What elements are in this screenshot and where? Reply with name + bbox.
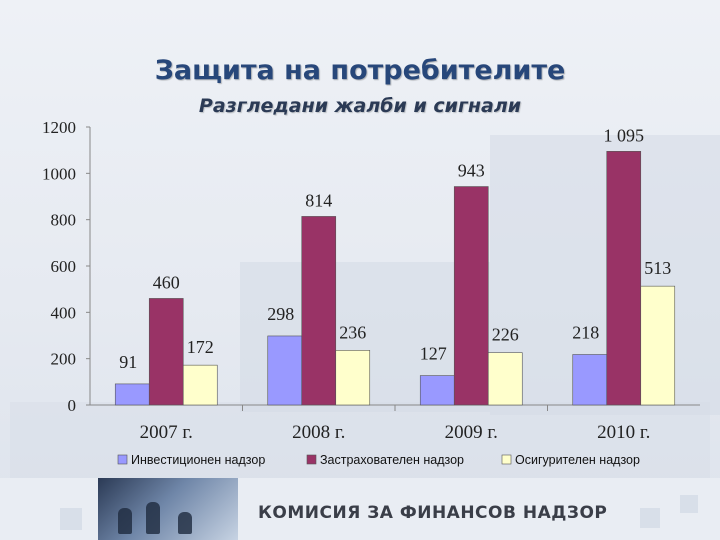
data-label: 236 xyxy=(339,322,366,342)
bar xyxy=(640,285,676,406)
data-label: 513 xyxy=(644,258,671,278)
bar xyxy=(267,335,303,406)
person-silhouette xyxy=(178,512,192,534)
legend-swatch xyxy=(501,454,512,465)
y-tick-label: 600 xyxy=(51,257,77,276)
y-tick-label: 0 xyxy=(68,396,77,415)
brand-name: КОМИСИЯ ЗА ФИНАНСОВ НАДЗОР xyxy=(258,503,608,523)
data-label: 226 xyxy=(492,325,519,345)
data-label: 1 095 xyxy=(604,125,645,145)
person-silhouette xyxy=(118,508,132,534)
chart-subtitle: Разгледани жалби и сигнали xyxy=(198,95,522,117)
data-label: 943 xyxy=(458,161,485,181)
legend-swatch xyxy=(306,454,317,465)
bar-chart: 0 200 400 600 800 1000 1200 2007 г. 91 460 172 2008… xyxy=(42,118,700,467)
data-label: 218 xyxy=(572,322,599,342)
y-tick-label: 1000 xyxy=(42,164,76,183)
bar xyxy=(301,216,337,406)
bar xyxy=(419,375,455,406)
slide-title: Защита на потребителите xyxy=(154,55,566,86)
bar xyxy=(335,350,371,406)
legend-swatch xyxy=(117,454,128,465)
y-tick-label: 800 xyxy=(51,211,77,230)
person-silhouette xyxy=(146,502,160,534)
bar xyxy=(606,151,642,406)
data-label: 91 xyxy=(119,352,137,372)
y-tick-label: 400 xyxy=(51,303,77,322)
bar xyxy=(487,352,523,406)
data-label: 814 xyxy=(305,190,332,210)
bar xyxy=(114,383,150,406)
legend-label: Застрахователен надзор xyxy=(320,453,464,467)
office-photo xyxy=(98,478,238,540)
legend-label: Осигурителен надзор xyxy=(515,453,640,467)
footer-decoration xyxy=(640,508,660,528)
x-tick-label: 2009 г. xyxy=(445,422,498,443)
footer-decoration xyxy=(680,495,698,513)
data-label: 298 xyxy=(267,304,294,324)
data-label: 460 xyxy=(153,272,180,292)
x-tick-label: 2007 г. xyxy=(140,422,193,443)
data-label: 172 xyxy=(187,337,214,357)
x-tick-label: 2010 г. xyxy=(597,422,650,443)
bar xyxy=(572,354,608,406)
bar xyxy=(148,298,184,406)
bar xyxy=(453,186,489,406)
legend-label: Инвестиционен надзор xyxy=(131,453,265,467)
footer-decoration xyxy=(60,508,82,530)
y-tick-label: 200 xyxy=(51,350,77,369)
x-tick-label: 2008 г. xyxy=(292,422,345,443)
data-label: 127 xyxy=(420,344,447,364)
bar xyxy=(182,364,218,406)
y-tick-label: 1200 xyxy=(42,118,76,137)
background-decoration xyxy=(10,402,710,478)
